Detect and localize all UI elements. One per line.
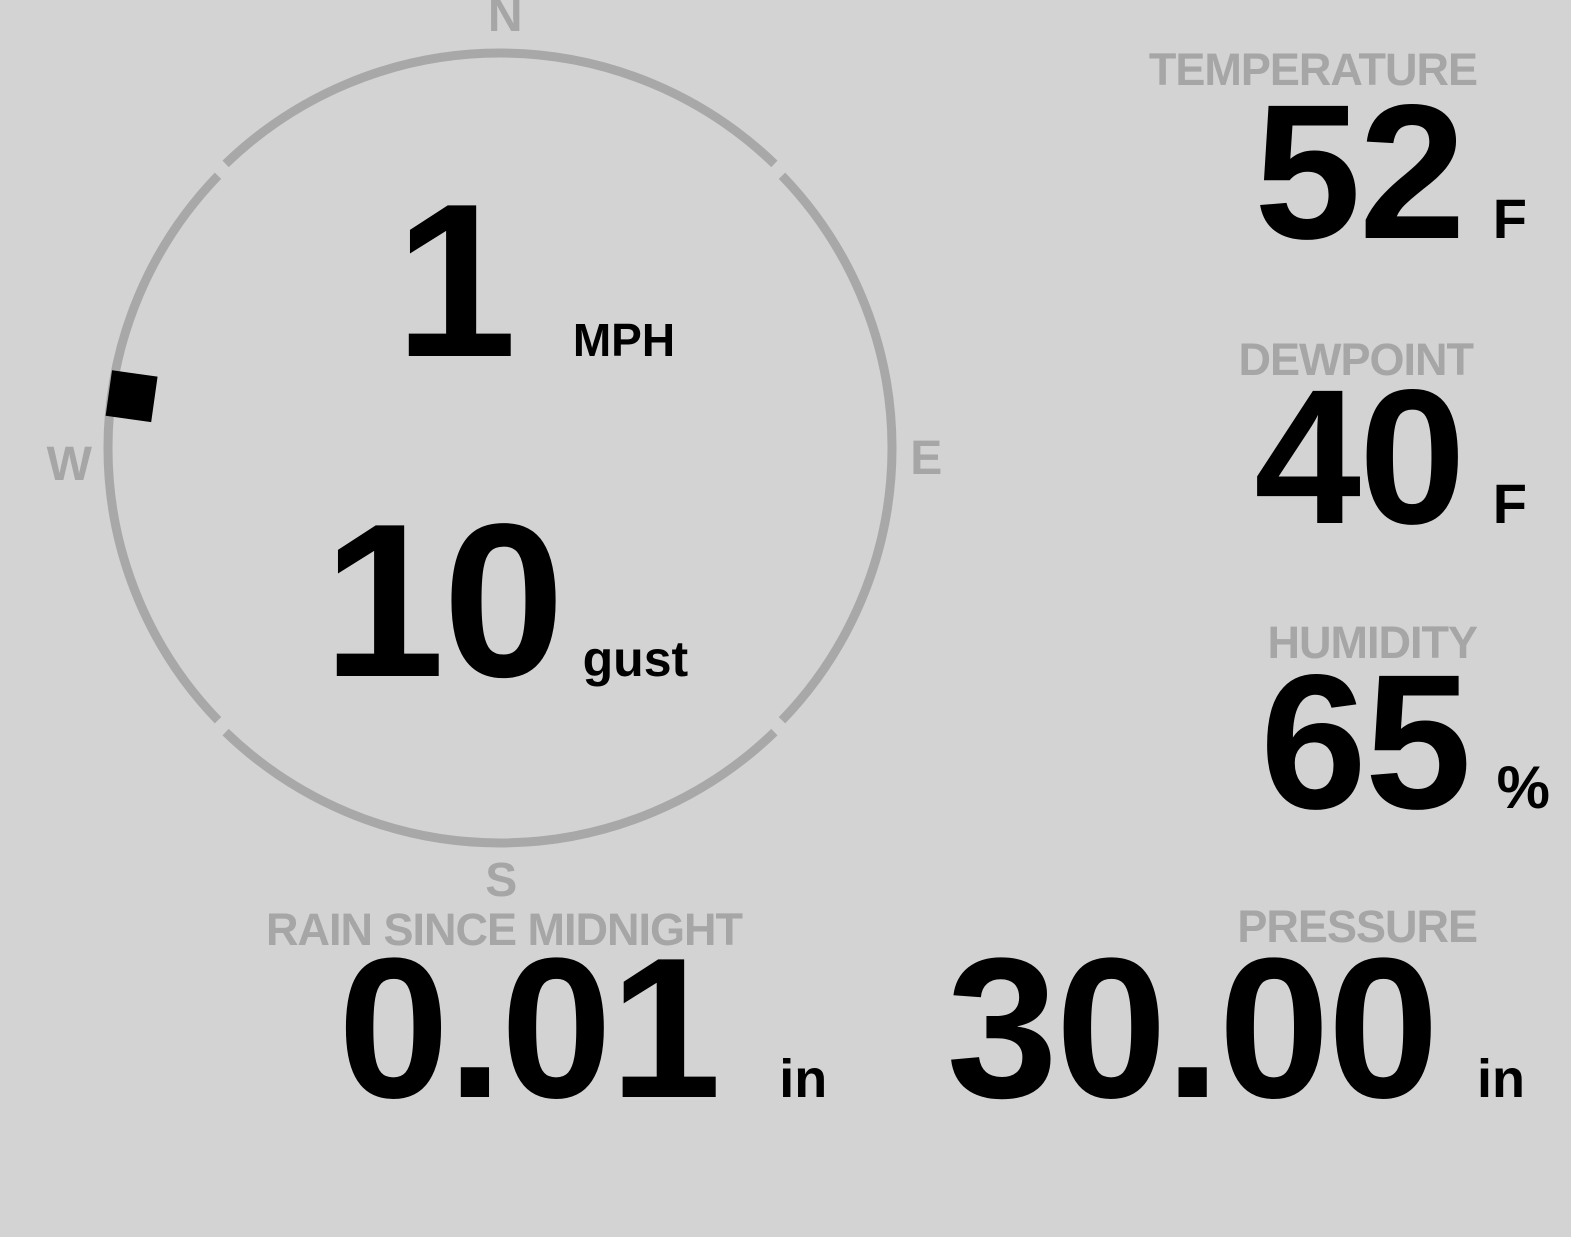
wind-speed-unit: MPH	[572, 314, 676, 366]
dewpoint-reading: 40 F	[1254, 361, 1527, 553]
rain-unit: in	[779, 1049, 828, 1109]
pressure-label: PRESSURE	[1237, 901, 1478, 952]
wind-speed-value: 1	[395, 159, 517, 403]
temperature-label: TEMPERATURE	[1148, 44, 1478, 95]
humidity-value: 65	[1260, 634, 1472, 849]
compass-ring-arc-right	[778, 172, 897, 724]
rain-label: RAIN SINCE MIDNIGHT	[266, 904, 743, 955]
temperature-value: 52	[1254, 64, 1466, 279]
rain-reading: 0.01 in	[338, 929, 827, 1129]
wind-direction-marker-icon	[105, 370, 158, 423]
humidity-unit: %	[1496, 754, 1550, 821]
dewpoint-value: 40	[1254, 349, 1466, 564]
pressure-value: 30.00	[946, 917, 1439, 1140]
dewpoint-label: DEWPOINT	[1238, 334, 1474, 385]
cardinal-north: N	[487, 0, 523, 42]
wind-gust: 10 gust	[323, 492, 688, 711]
cardinal-east: E	[910, 432, 942, 485]
wind-gust-value: 10	[323, 479, 565, 723]
pressure-unit: in	[1477, 1049, 1525, 1109]
dewpoint-unit: F	[1492, 472, 1527, 535]
rain-value: 0.01	[338, 917, 721, 1140]
humidity-label: HUMIDITY	[1267, 617, 1478, 668]
compass-ring-arc-bottom	[222, 728, 778, 848]
wind-speed: 1 MPH	[395, 172, 675, 391]
pressure-reading: 30.00 in	[947, 929, 1526, 1129]
compass-ring-arc-left	[103, 172, 222, 724]
temperature-unit: F	[1492, 187, 1527, 250]
cardinal-west: W	[46, 438, 92, 491]
humidity-reading: 65 %	[1260, 646, 1550, 838]
wind-gust-unit: gust	[582, 631, 689, 687]
temperature-reading: 52 F	[1254, 76, 1527, 268]
cardinal-south: S	[485, 854, 517, 907]
compass-ring-arc-top	[222, 48, 778, 168]
